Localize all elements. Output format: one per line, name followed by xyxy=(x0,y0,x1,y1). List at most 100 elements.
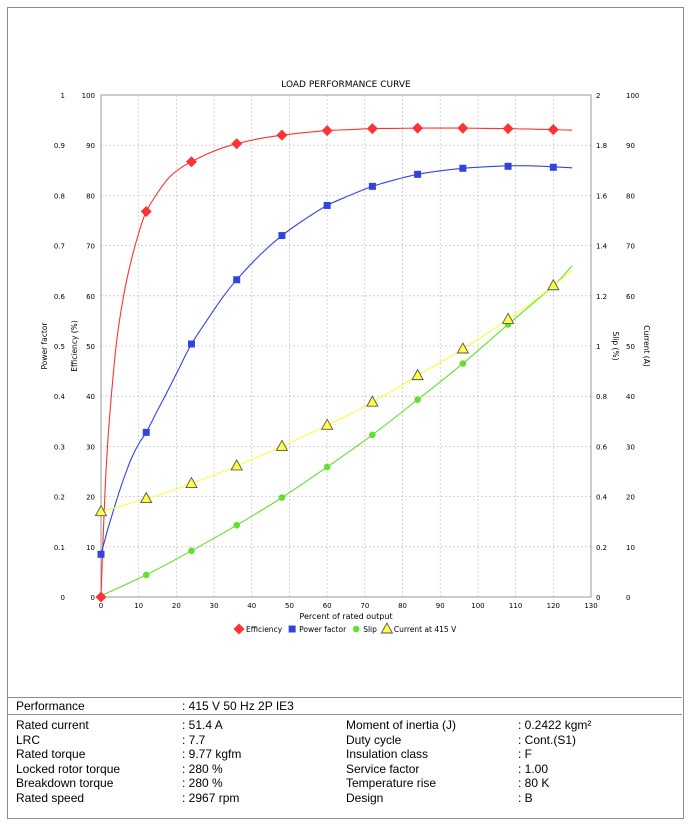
y-tick-label-slip: 0.6 xyxy=(596,443,608,451)
y-tick-label-current: 70 xyxy=(626,243,635,251)
x-tick-label: 120 xyxy=(547,602,560,610)
y-tick-label-current: 0 xyxy=(626,594,630,602)
grid xyxy=(100,94,592,598)
slip-point xyxy=(323,463,331,471)
efficiency-point xyxy=(366,123,378,135)
slip-point xyxy=(414,396,421,404)
power-factor-point xyxy=(504,162,512,170)
spec-label-left: LRC xyxy=(16,732,41,747)
spec-label-right: Design xyxy=(346,790,384,805)
x-axis-label: Percent of rated output xyxy=(299,612,392,621)
x-tick-label: 30 xyxy=(210,602,219,610)
y-tick-label-slip: 1.8 xyxy=(596,142,607,150)
power-factor-point xyxy=(549,163,557,171)
spec-label-right: Insulation class xyxy=(346,747,429,761)
legend-efficiency-marker xyxy=(233,623,245,635)
y-tick-label-efficiency: 80 xyxy=(86,192,95,200)
y-tick-label-power-factor: 0.1 xyxy=(54,544,65,552)
spec-label-left: Locked rotor torque xyxy=(16,761,121,776)
spec-value-left: : 280 % xyxy=(182,776,223,790)
current-at-415-v-point xyxy=(411,368,424,381)
y-tick-label-slip: 1 xyxy=(596,343,600,351)
y-tick-label-current: 30 xyxy=(626,443,635,451)
y-tick-label-efficiency: 50 xyxy=(86,343,95,351)
slip-point xyxy=(233,521,240,529)
spec-value-right: : F xyxy=(518,747,532,761)
efficiency-point xyxy=(457,122,469,134)
power-factor-point xyxy=(142,428,150,436)
efficiency-point xyxy=(140,205,152,217)
y-tick-label-slip: 1.6 xyxy=(596,192,608,200)
current-at-415-v-curve xyxy=(100,270,573,513)
y-tick-label-current: 80 xyxy=(626,192,635,200)
current-at-415-v-point xyxy=(501,312,515,324)
y-tick-label-current: 10 xyxy=(626,544,635,552)
spec-row: Rated current: 51.4 A Moment of inertia (… xyxy=(8,718,682,733)
y-tick-label-power-factor: 0.8 xyxy=(54,192,65,200)
current-at-415-v-point xyxy=(320,418,334,430)
legend-slip-label: Slip xyxy=(363,625,377,634)
performance-label: Performance xyxy=(16,699,85,713)
current-at-415-v-point xyxy=(139,491,153,504)
x-tick-label: 50 xyxy=(285,602,294,610)
spec-row: LRC : 7.7 Duty cycle : Cont.(S1) xyxy=(8,733,682,748)
spec-label-left: Rated speed xyxy=(16,790,85,805)
efficiency-curve xyxy=(100,127,573,598)
spec-value-right: : 0.2422 kgm² xyxy=(518,718,592,732)
x-tick-label: 70 xyxy=(360,602,369,610)
spec-row: Rated torque : 9.77 kgfm Insulation class:… xyxy=(8,747,682,762)
efficiency-point xyxy=(185,156,197,168)
chart-title: LOAD PERFORMANCE CURVE xyxy=(281,80,411,90)
x-tick-label: 0 xyxy=(99,602,103,610)
spec-value-right: : Cont.(S1) xyxy=(518,732,577,747)
y-tick-label-power-factor: 0.3 xyxy=(54,443,65,451)
spec-table: Performance : 415 V 50 Hz 2P IE3 Rated c… xyxy=(8,697,682,805)
y-tick-label-current: 60 xyxy=(626,293,635,301)
power-factor-point xyxy=(323,201,331,209)
y-tick-label-efficiency: 60 xyxy=(86,293,95,301)
spec-label-left: Rated torque xyxy=(16,747,86,761)
series-curves xyxy=(100,127,573,598)
y-axis-label-slip: Slip (%) xyxy=(611,331,620,360)
efficiency-point xyxy=(502,123,514,135)
slip-point xyxy=(369,431,376,439)
spec-value-left: : 2967 rpm xyxy=(182,790,240,805)
current-at-415-v-point xyxy=(456,342,470,354)
y-tick-label-current: 100 xyxy=(626,92,639,100)
current-at-415-v-point xyxy=(94,504,108,517)
spec-row: Locked rotor torque: 280 % Service factor… xyxy=(8,762,682,777)
spec-row: Breakdown torque: 280 % Temperature rise:… xyxy=(8,776,682,791)
y-tick-label-power-factor: 0.9 xyxy=(54,142,65,150)
y-tick-label-current: 90 xyxy=(626,142,635,150)
x-tick-label: 10 xyxy=(134,602,143,610)
y-tick-label-slip: 1.4 xyxy=(596,243,608,251)
x-tick-label: 80 xyxy=(398,602,407,610)
current-at-415-v-point xyxy=(275,439,289,451)
spec-label-right: Duty cycle xyxy=(346,732,402,747)
spec-value-right: : B xyxy=(518,790,533,805)
y-axis-label-efficiency: Efficiency (%) xyxy=(70,320,79,372)
spec-value-left: : 9.77 kgfm xyxy=(182,747,242,761)
slip-curve xyxy=(100,265,573,597)
x-tick-label: 60 xyxy=(323,602,332,610)
y-tick-label-power-factor: 0 xyxy=(61,594,65,602)
y-tick-label-slip: 2 xyxy=(596,92,600,100)
y-tick-label-slip: 0 xyxy=(596,594,600,602)
y-tick-label-efficiency: 30 xyxy=(86,443,95,451)
y-axis-label-power-factor: Power factor xyxy=(40,322,49,370)
current-at-415-v-point xyxy=(185,476,198,488)
legend-power-factor-label: Power factor xyxy=(299,625,347,634)
power-factor-point xyxy=(278,232,286,240)
load-performance-chart: LOAD PERFORMANCE CURVE 0 10 20 30 40 50 60 70 80… xyxy=(40,80,651,635)
power-factor-point xyxy=(97,550,105,558)
x-tick-label: 100 xyxy=(471,602,484,610)
legend-current-at-415-v-marker xyxy=(380,622,394,634)
x-tick-label: 40 xyxy=(247,602,256,610)
spec-row: Rated speed : 2967 rpm Design : B xyxy=(8,791,682,806)
spec-label-left: Rated current xyxy=(16,718,89,732)
spec-label-right: Moment of inertia (J) xyxy=(346,718,457,732)
y-tick-label-efficiency: 10 xyxy=(86,544,95,552)
y-tick-label-efficiency: 0 xyxy=(91,594,95,602)
spec-value-left: : 7.7 xyxy=(182,732,206,747)
